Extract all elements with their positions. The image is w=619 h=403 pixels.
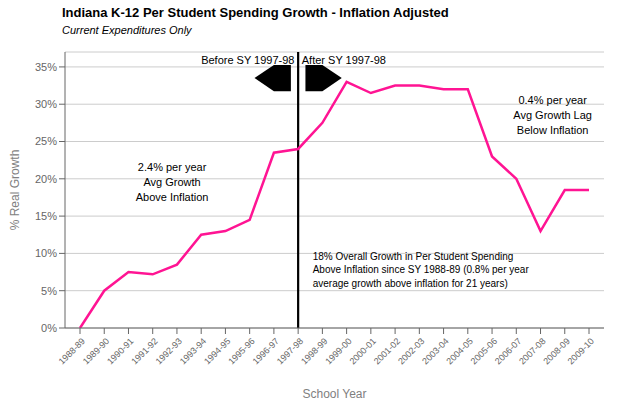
html-text:Current Expenditures Only: Current Expenditures Only bbox=[62, 24, 192, 36]
svg-text:1990-91: 1990-91 bbox=[105, 336, 136, 367]
svg-text:1995-96: 1995-96 bbox=[226, 336, 257, 367]
svg-text:1997-98: 1997-98 bbox=[274, 336, 306, 367]
svg-text:2004-05: 2004-05 bbox=[444, 336, 475, 367]
svg-text:35%: 35% bbox=[35, 61, 57, 73]
svg-text:2.4% per yearAvg GrowthAbove I: 2.4% per yearAvg GrowthAbove Inflation bbox=[136, 161, 209, 203]
svg-text:2006-07: 2006-07 bbox=[492, 336, 524, 367]
svg-text:2003-04: 2003-04 bbox=[420, 336, 451, 367]
svg-text:2009-10: 2009-10 bbox=[566, 336, 596, 366]
html-text:Indiana K-12 Per Student Spend: Indiana K-12 Per Student Spending Growth… bbox=[62, 5, 449, 20]
svg-text:18% Overall Growth in Per Stud: 18% Overall Growth in Per Student Spendi… bbox=[313, 251, 530, 289]
svg-text:% Real Growth: % Real Growth bbox=[8, 150, 22, 231]
svg-text:1994-95: 1994-95 bbox=[202, 336, 233, 367]
svg-text:1988-89: 1988-89 bbox=[56, 336, 88, 367]
svg-text:2002-03: 2002-03 bbox=[396, 336, 427, 367]
svg-text:15%: 15% bbox=[35, 210, 57, 222]
svg-text:30%: 30% bbox=[35, 98, 57, 110]
svg-text:2000-01: 2000-01 bbox=[347, 336, 378, 367]
svg-text:After SY 1997-98: After SY 1997-98 bbox=[302, 54, 386, 66]
svg-text:1992-93: 1992-93 bbox=[153, 336, 184, 367]
svg-text:1999-00: 1999-00 bbox=[323, 336, 354, 367]
svg-text:School Year: School Year bbox=[302, 387, 366, 401]
svg-text:2001-02: 2001-02 bbox=[371, 336, 403, 367]
svg-text:20%: 20% bbox=[35, 173, 57, 185]
svg-text:1996-97: 1996-97 bbox=[250, 336, 281, 367]
svg-text:1998-99: 1998-99 bbox=[299, 336, 330, 367]
svg-text:2008-09: 2008-09 bbox=[541, 336, 572, 367]
svg-text:0%: 0% bbox=[41, 322, 57, 334]
svg-text:2005-06: 2005-06 bbox=[468, 336, 500, 367]
svg-text:5%: 5% bbox=[41, 285, 57, 297]
svg-text:Before SY 1997-98: Before SY 1997-98 bbox=[201, 54, 294, 66]
svg-text:1991-92: 1991-92 bbox=[129, 336, 160, 367]
svg-text:1989-90: 1989-90 bbox=[80, 336, 112, 367]
svg-text:2007-08: 2007-08 bbox=[517, 336, 548, 367]
svg-text:25%: 25% bbox=[35, 135, 57, 147]
svg-text:0.4% per yearAvg Growth LagBel: 0.4% per yearAvg Growth LagBelow Inflati… bbox=[513, 94, 592, 136]
svg-text:10%: 10% bbox=[35, 247, 57, 259]
svg-text:1993-94: 1993-94 bbox=[177, 336, 209, 367]
